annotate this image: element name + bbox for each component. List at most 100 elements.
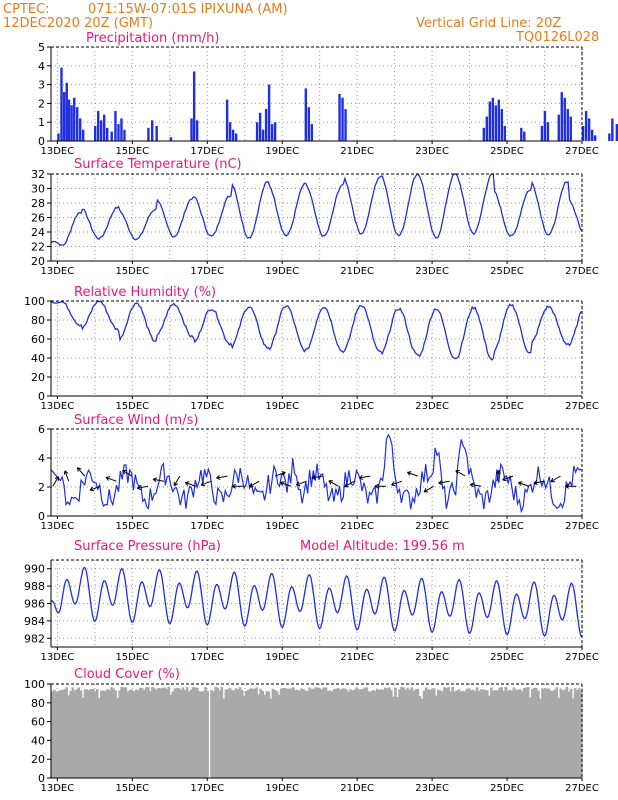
header-location: 071:15W-07:01S IPIXUNA (AM) — [88, 2, 288, 17]
cloud-bar — [502, 690, 505, 778]
cloud-bar — [251, 688, 254, 778]
cloud-bar — [490, 687, 493, 778]
cloud-bar — [390, 690, 393, 778]
cloud-bar — [457, 689, 461, 778]
cloud-bar — [404, 689, 407, 778]
wind-arrow — [455, 470, 466, 477]
x-tick-label: 27DEC — [565, 783, 599, 794]
wind-arrow — [216, 475, 228, 480]
cloud-bar — [353, 689, 356, 778]
x-tick-label: 21DEC — [340, 146, 374, 157]
x-tick-label: 25DEC — [490, 146, 524, 157]
precip-bar — [546, 122, 550, 141]
cloud-bar — [543, 689, 546, 778]
cloud-bar — [516, 690, 520, 778]
x-tick-label: 17DEC — [190, 266, 224, 277]
y-tick-label: 60 — [31, 716, 45, 729]
cloud-bar — [577, 688, 581, 778]
cloud-bar — [455, 690, 459, 778]
wind-arrow — [122, 470, 133, 477]
cloud-bar — [300, 688, 303, 778]
x-tick-label: 21DEC — [340, 266, 374, 277]
wind-arrow — [274, 471, 286, 477]
y-tick-label: 24 — [31, 226, 45, 239]
cloud-bar — [359, 689, 363, 778]
cloud-bar — [328, 690, 332, 778]
cloud-bar — [249, 688, 252, 778]
cloud-bar — [461, 690, 465, 778]
precip-bar — [485, 116, 489, 141]
precip-bar — [73, 97, 76, 141]
cloud-bar — [434, 695, 438, 778]
cloud-bar — [106, 688, 109, 778]
cloud-bar — [234, 688, 238, 778]
cloud-bar — [247, 689, 250, 778]
cloud-bar — [163, 687, 166, 778]
cloud-bar — [416, 688, 420, 778]
precip-bar — [593, 135, 597, 141]
cloud-bar — [253, 688, 256, 778]
cloud-bar — [377, 689, 381, 778]
cloud-bar — [232, 690, 236, 778]
cloud-bar — [218, 690, 222, 778]
cloud-bar — [200, 691, 203, 778]
cloud-bar — [238, 687, 242, 778]
cloud-bar — [110, 687, 113, 778]
cloud-bar — [89, 689, 93, 778]
wind-arrow — [152, 477, 165, 483]
cloud-bar — [449, 691, 452, 778]
header-init-time: 12DEC2020 20Z (GMT) — [3, 16, 154, 31]
cloud-bar — [365, 687, 369, 778]
cloud-bar — [481, 689, 485, 778]
cloud-bar — [240, 690, 244, 778]
cloud-bar — [496, 690, 499, 778]
precip-bar — [79, 118, 82, 141]
cloud-bar — [559, 688, 563, 778]
x-tick-label: 15DEC — [115, 783, 149, 794]
y-tick-label: 982 — [24, 632, 45, 645]
cloud-bar — [279, 688, 283, 778]
cloud-bar — [259, 688, 262, 778]
precip-bar — [169, 137, 173, 141]
cloud-bar — [222, 698, 226, 778]
cloud-bar — [124, 687, 128, 778]
precip-bar — [341, 97, 344, 141]
cloud-bar — [187, 691, 191, 778]
precip-bar — [195, 120, 199, 141]
cloud-bar — [432, 688, 436, 778]
cloud-bar — [114, 690, 117, 778]
cloud-bar — [136, 690, 140, 778]
cloud-bar — [498, 687, 501, 778]
precip-bar — [76, 107, 79, 141]
wind-arrow — [328, 480, 339, 487]
cloud-bar — [275, 690, 279, 778]
cloud-bar — [545, 688, 548, 778]
precip-bar — [338, 94, 341, 141]
cloud-bar — [165, 688, 169, 778]
cloud-bar — [535, 687, 538, 778]
wind-arrow — [358, 475, 371, 480]
cloud-bar — [189, 689, 193, 778]
cloud-bar — [196, 687, 199, 778]
cloud-bar — [398, 689, 401, 778]
wind-arrow — [374, 483, 387, 489]
cloud-bar — [486, 690, 489, 778]
cloud-bar — [373, 690, 377, 778]
cloud-bar — [473, 690, 477, 778]
wind-arrow — [295, 480, 307, 487]
cloud-bar — [177, 688, 181, 778]
cloud-bar — [392, 696, 395, 778]
cloud-bar — [281, 688, 285, 778]
y-tick-label: 984 — [24, 615, 45, 628]
cloud-bar — [171, 691, 175, 778]
cloud-bar — [159, 688, 162, 778]
cloud-bar — [555, 687, 559, 778]
cloud-bar — [330, 691, 334, 778]
cloud-bar — [518, 689, 522, 778]
cloud-bar — [553, 689, 557, 778]
x-tick-label: 25DEC — [490, 401, 524, 412]
cloud-bar — [424, 687, 428, 778]
cloud-bar — [488, 695, 491, 778]
cloud-bar — [100, 690, 103, 778]
wind-arrow — [502, 475, 514, 482]
